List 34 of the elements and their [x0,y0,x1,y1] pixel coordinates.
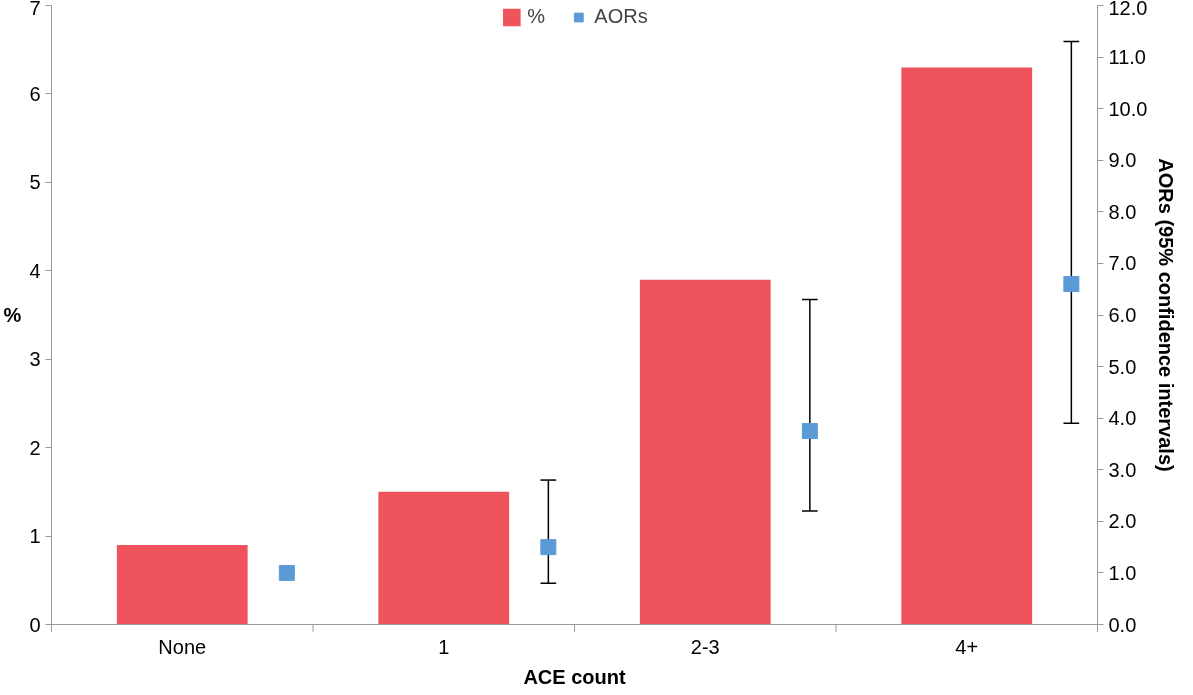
y-tick-label: 0 [29,613,41,636]
y-axis-title: % [3,304,22,326]
y-tick-label: 6 [29,82,41,105]
bar [639,279,771,625]
y2-tick-label: 2.0 [1108,510,1137,533]
x-axis-title: ACE count [523,665,626,688]
y2-tick-label: 3.0 [1108,458,1137,481]
bar [901,67,1033,625]
y-tick-label: 1 [29,525,41,548]
y-tick-label: 7 [29,0,41,19]
y-tick-label: 4 [29,259,41,282]
y2-tick-label: 1.0 [1108,561,1137,584]
y2-tick-label: 4.0 [1108,407,1137,430]
bar [378,491,510,625]
bar [116,544,248,625]
y2-tick-label: 11.0 [1108,46,1146,69]
y2-tick-label: 10.0 [1108,97,1148,120]
y2-tick-label: 7.0 [1108,252,1137,275]
y2-tick-label: 5.0 [1108,355,1137,378]
y2-tick-label: 12.0 [1108,0,1148,19]
x-tick-label: None [158,635,207,658]
y2-axis-title: AORs (95% confidence intervals) [1155,158,1178,472]
x-tick-label: 2-3 [690,635,720,658]
y-tick-label: 2 [29,436,41,459]
legend-label: AORs [594,5,648,28]
y-tick-label: 5 [29,171,41,194]
y2-tick-label: 6.0 [1108,304,1137,326]
y2-tick-label: 8.0 [1108,200,1137,223]
x-tick-label: 1 [438,635,450,658]
legend-label: % [527,5,547,28]
y2-tick-label: 9.0 [1108,149,1137,172]
x-tick-label: 4+ [955,635,979,658]
y2-tick-label: 0.0 [1108,613,1137,636]
y-tick-label: 3 [29,348,41,371]
